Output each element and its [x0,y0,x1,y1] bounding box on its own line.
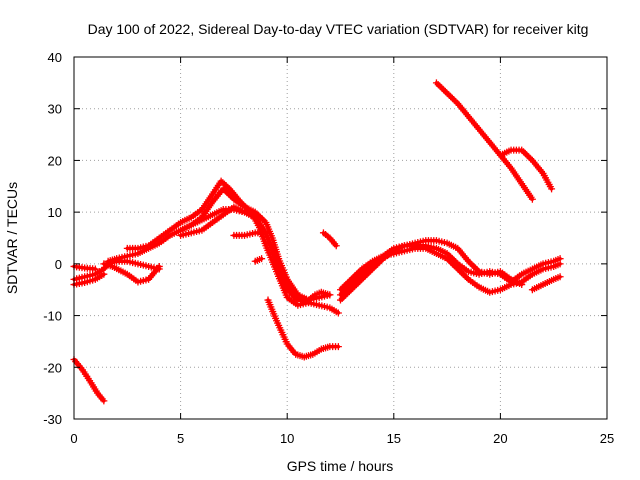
series-s10 [230,229,270,239]
y-tick-label: 30 [48,102,62,117]
series-s6 [104,206,313,304]
data-point-markers [319,229,340,250]
series-s9 [177,203,313,307]
data-point-markers [100,260,163,286]
data-point-markers [528,273,564,294]
data-point-markers [305,288,334,304]
chart-title: Day 100 of 2022, Sidereal Day-to-day VTE… [88,21,589,37]
data-point-markers [70,356,108,405]
series-s13 [264,296,342,361]
data-point-markers [177,203,313,307]
series-s20 [496,146,556,193]
data-marks [70,79,564,405]
data-point-markers [432,79,536,203]
series-s11 [251,255,266,265]
series-s19 [432,79,536,203]
series-s17 [337,244,564,299]
data-point-markers [177,185,334,304]
x-tick-label: 20 [493,431,507,446]
grid-lines [74,57,607,419]
y-tick-label: 10 [48,205,62,220]
data-point-markers [496,146,556,193]
series-s18 [528,273,564,294]
series-s1 [70,356,108,405]
y-tick-label: 0 [55,257,62,272]
y-tick-label: -30 [43,412,62,427]
y-tick-label: 40 [48,50,62,65]
x-axis-label: GPS time / hours [287,458,394,474]
y-tick-label: -10 [43,309,62,324]
axis-ticks: 0 5 10 15 20 25 -30 -20 -10 0 10 20 30 40 [43,50,614,446]
series-s12 [305,288,334,304]
data-point-markers [104,206,313,304]
x-tick-label: 15 [387,431,401,446]
series-s2 [70,262,99,273]
y-tick-label: -20 [43,360,62,375]
plot-frame [73,56,608,420]
x-tick-label: 25 [600,431,614,446]
data-point-markers [251,255,266,265]
y-tick-label: 20 [48,153,62,168]
series-s8 [177,185,334,304]
x-tick-label: 10 [280,431,294,446]
x-tick-label: 0 [70,431,77,446]
data-point-markers [264,296,342,361]
y-axis-label: SDTVAR / TECUs [4,182,20,294]
series-s14 [319,229,340,250]
data-point-markers [230,229,270,239]
data-point-markers [337,244,564,299]
series-s5 [100,260,163,286]
x-tick-label: 5 [177,431,184,446]
